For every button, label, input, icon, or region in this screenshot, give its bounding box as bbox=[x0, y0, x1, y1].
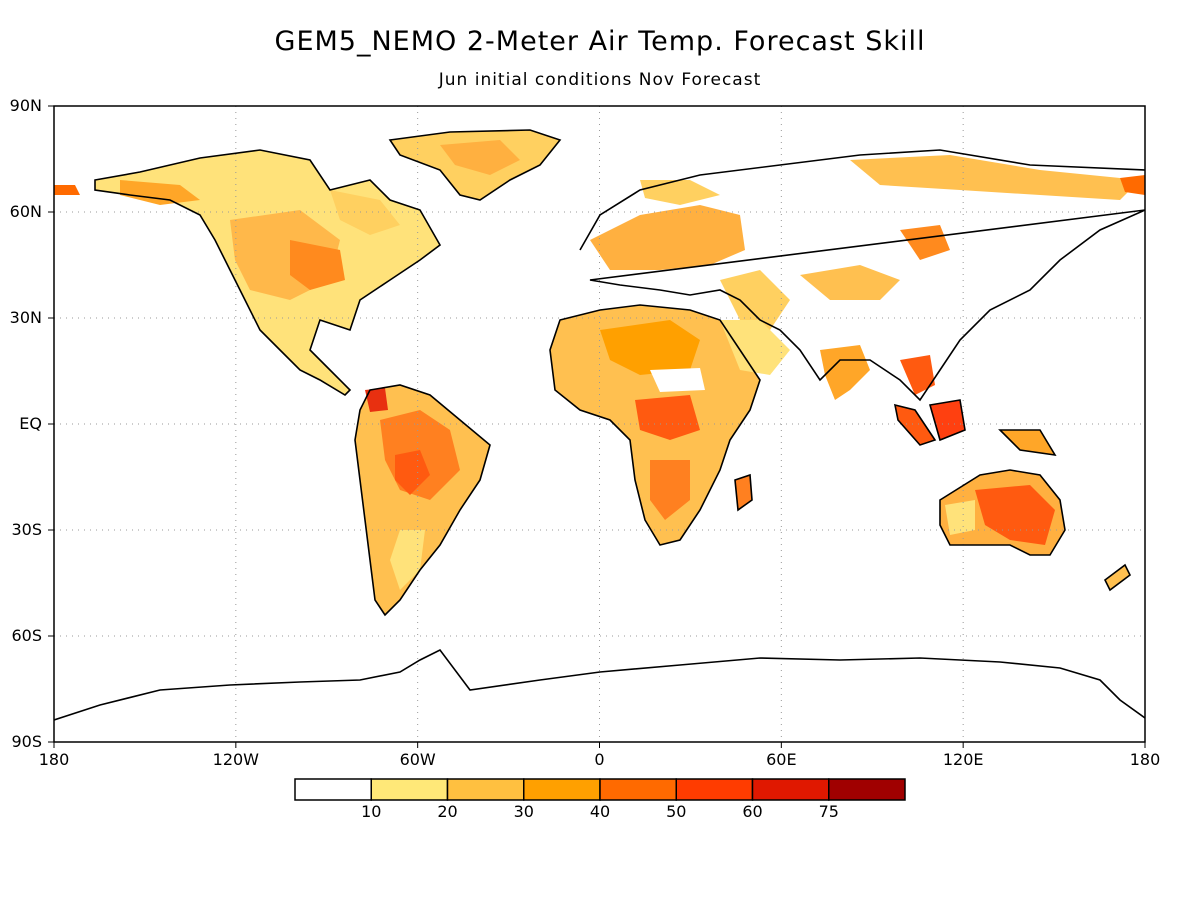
field-eu-1 bbox=[590, 205, 745, 270]
map-subtitle: Jun initial conditions Nov Forecast bbox=[438, 70, 762, 90]
lat-label: 30N bbox=[9, 308, 42, 327]
field-sa-3 bbox=[365, 388, 388, 412]
field-na-2 bbox=[290, 240, 345, 290]
field-na-4 bbox=[330, 190, 400, 235]
coast-borneo bbox=[928, 399, 966, 442]
colorbar-swatch-3 bbox=[523, 778, 601, 801]
field-au-1 bbox=[975, 485, 1055, 545]
colorbar-label: 50 bbox=[666, 802, 687, 821]
colorbar-swatch-4 bbox=[599, 778, 677, 801]
coast-africa bbox=[549, 304, 761, 546]
coast-antarctica bbox=[54, 648, 1145, 721]
colorbar-swatch-7 bbox=[828, 778, 906, 801]
coast-south-america bbox=[354, 384, 491, 617]
coast-australia bbox=[939, 469, 1066, 556]
skill-fields bbox=[54, 130, 1145, 615]
field-as-5 bbox=[1120, 175, 1145, 195]
colorbar-swatch-5 bbox=[675, 778, 754, 801]
coast-north-america bbox=[94, 149, 442, 397]
field-na-3 bbox=[120, 180, 200, 205]
colorbar-label: 60 bbox=[742, 802, 763, 821]
lat-label: EQ bbox=[19, 414, 42, 433]
lon-label: 120W bbox=[212, 750, 259, 769]
coast-greenland bbox=[388, 129, 562, 201]
colorbar-label: 75 bbox=[818, 802, 839, 821]
field-eu-2 bbox=[640, 180, 720, 205]
field-madagascar bbox=[735, 475, 752, 510]
field-af-4 bbox=[650, 460, 690, 520]
lon-label: 120E bbox=[942, 750, 984, 769]
lat-label: 30S bbox=[11, 520, 42, 539]
field-alaska-west bbox=[54, 185, 80, 195]
colorbar-label: 10 bbox=[361, 802, 382, 821]
field-as-2 bbox=[900, 225, 950, 260]
field-arabia bbox=[720, 320, 790, 375]
field-india bbox=[820, 345, 870, 400]
colorbar-swatch-0 bbox=[294, 778, 372, 801]
colorbar-swatch-6 bbox=[751, 778, 830, 801]
field-borneo bbox=[930, 400, 965, 440]
colorbar-label: 40 bbox=[589, 802, 611, 821]
lon-label: 0 bbox=[594, 750, 605, 769]
coast-sumatra bbox=[893, 403, 937, 446]
field-af-1 bbox=[600, 320, 700, 375]
map-title: GEM5_NEMO 2-Meter Air Temp. Forecast Ski… bbox=[274, 26, 926, 57]
field-au-2 bbox=[945, 500, 975, 535]
lat-label: 60N bbox=[9, 202, 42, 221]
field-sa-2 bbox=[395, 450, 430, 495]
axis-ticks bbox=[48, 105, 1146, 748]
colorbar-swatch-2 bbox=[446, 778, 525, 801]
coast-madagascar bbox=[734, 473, 753, 512]
field-nz bbox=[1105, 565, 1130, 590]
lat-label: 90N bbox=[9, 96, 42, 115]
field-as-3 bbox=[800, 265, 900, 300]
coast-newguinea bbox=[998, 429, 1057, 457]
lat-label: 90S bbox=[11, 732, 42, 751]
field-newguinea bbox=[1000, 430, 1055, 455]
colorbar-label: 30 bbox=[513, 802, 534, 821]
grid-lines bbox=[54, 106, 1145, 742]
field-greenland bbox=[440, 140, 520, 175]
lon-label: 60E bbox=[766, 750, 797, 769]
lon-label: 60W bbox=[399, 750, 436, 769]
coast-eurasia bbox=[579, 149, 1145, 402]
lat-label: 60S bbox=[11, 626, 42, 645]
field-seasia bbox=[900, 355, 935, 395]
lon-label: 180 bbox=[1129, 750, 1161, 769]
coastlines bbox=[54, 129, 1145, 721]
field-as-1 bbox=[850, 155, 1140, 200]
colorbar-label: 20 bbox=[437, 802, 458, 821]
field-as-4 bbox=[720, 270, 790, 330]
field-af-3 bbox=[650, 368, 705, 392]
coast-nz bbox=[1103, 563, 1132, 592]
lon-label: 180 bbox=[38, 750, 70, 769]
field-sumatra bbox=[895, 405, 935, 445]
colorbar bbox=[294, 778, 906, 801]
field-af-2 bbox=[635, 395, 700, 440]
colorbar-swatch-1 bbox=[370, 778, 449, 801]
field-sa-4 bbox=[390, 530, 425, 590]
